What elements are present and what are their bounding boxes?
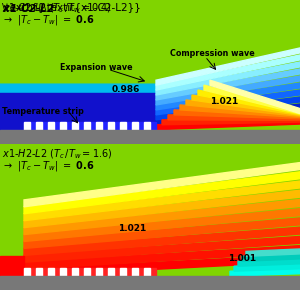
Polygon shape	[144, 122, 150, 130]
Polygon shape	[24, 255, 300, 276]
Polygon shape	[156, 97, 300, 120]
Polygon shape	[132, 122, 138, 130]
Text: $\bf{\it{x1\text{-}C2\text{-}L2}}$ $(T_c\,/T_w = 0.4)$: $\bf{\it{x1\text{-}C2\text{-}L2}}$ $(T_c…	[2, 1, 112, 14]
Polygon shape	[198, 90, 300, 115]
Polygon shape	[72, 268, 78, 276]
Polygon shape	[210, 80, 300, 113]
Text: $\rightarrow$ $|T_c - T_w|$ $=$ $\mathbf{0.6}$: $\rightarrow$ $|T_c - T_w|$ $=$ $\mathbf…	[2, 159, 94, 173]
Polygon shape	[132, 268, 138, 276]
Text: \textbf{\textit{x1-C2-L2}}: \textbf{\textit{x1-C2-L2}}	[2, 2, 141, 12]
Polygon shape	[36, 268, 42, 276]
Text: Temperature strip: Temperature strip	[2, 107, 84, 116]
Polygon shape	[0, 84, 176, 92]
Polygon shape	[48, 268, 54, 276]
Polygon shape	[120, 122, 126, 130]
Polygon shape	[96, 268, 102, 276]
Polygon shape	[72, 122, 78, 130]
Text: $\bfit{x1}$-$\bfit{C2}$-$\bfit{L2}$: $\bfit{x1}$-$\bfit{C2}$-$\bfit{L2}$	[2, 2, 55, 14]
Polygon shape	[230, 269, 300, 276]
Polygon shape	[192, 95, 300, 115]
Polygon shape	[156, 55, 300, 90]
Polygon shape	[48, 122, 54, 130]
Polygon shape	[0, 256, 24, 276]
Polygon shape	[24, 209, 300, 242]
Polygon shape	[162, 117, 300, 125]
Polygon shape	[24, 122, 30, 130]
Polygon shape	[186, 100, 300, 116]
Polygon shape	[156, 90, 300, 115]
Polygon shape	[156, 111, 300, 130]
Polygon shape	[156, 104, 300, 125]
Polygon shape	[36, 122, 42, 130]
Polygon shape	[108, 122, 114, 130]
Polygon shape	[24, 236, 300, 262]
Text: $\bf{\it{x1\text{-}H2\text{-}L2}}$ $(T_c\,/T_w = 1.6)$: $\bf{\it{x1\text{-}H2\text{-}L2}}$ $(T_c…	[2, 147, 112, 161]
Polygon shape	[156, 119, 300, 130]
Text: 0.986: 0.986	[112, 85, 140, 94]
Polygon shape	[234, 264, 300, 271]
Polygon shape	[168, 115, 300, 120]
Polygon shape	[24, 268, 30, 276]
Polygon shape	[84, 268, 90, 276]
Bar	[24, 268, 156, 276]
Polygon shape	[156, 83, 300, 110]
Text: 1.001: 1.001	[228, 254, 256, 263]
Polygon shape	[156, 62, 300, 95]
Bar	[24, 122, 156, 130]
Polygon shape	[24, 218, 300, 249]
Polygon shape	[144, 268, 150, 276]
Polygon shape	[24, 181, 300, 221]
Polygon shape	[174, 110, 300, 119]
Polygon shape	[24, 246, 300, 269]
Text: Expansion wave: Expansion wave	[60, 63, 133, 72]
Polygon shape	[60, 122, 66, 130]
Polygon shape	[24, 163, 300, 207]
Polygon shape	[24, 227, 300, 255]
Polygon shape	[24, 172, 300, 214]
Bar	[0, 130, 300, 144]
Polygon shape	[156, 48, 300, 85]
Polygon shape	[96, 122, 102, 130]
Polygon shape	[60, 268, 66, 276]
Polygon shape	[156, 69, 300, 100]
Text: 1.021: 1.021	[118, 224, 146, 233]
Polygon shape	[204, 85, 300, 114]
Polygon shape	[238, 259, 300, 266]
Polygon shape	[246, 249, 300, 256]
Polygon shape	[180, 105, 300, 117]
Text: $\rightarrow$ $|T_c - T_w|$ $=$ $\mathbf{0.6}$: $\rightarrow$ $|T_c - T_w|$ $=$ $\mathbf…	[2, 13, 94, 27]
Text: Compression wave: Compression wave	[170, 49, 255, 58]
Text: 1.021: 1.021	[210, 97, 238, 106]
Polygon shape	[242, 254, 300, 261]
Bar	[0, 276, 300, 290]
Polygon shape	[24, 190, 300, 228]
Polygon shape	[84, 122, 90, 130]
Polygon shape	[108, 268, 114, 276]
Polygon shape	[24, 200, 300, 235]
Polygon shape	[120, 268, 126, 276]
Polygon shape	[156, 76, 300, 105]
Polygon shape	[0, 92, 156, 130]
